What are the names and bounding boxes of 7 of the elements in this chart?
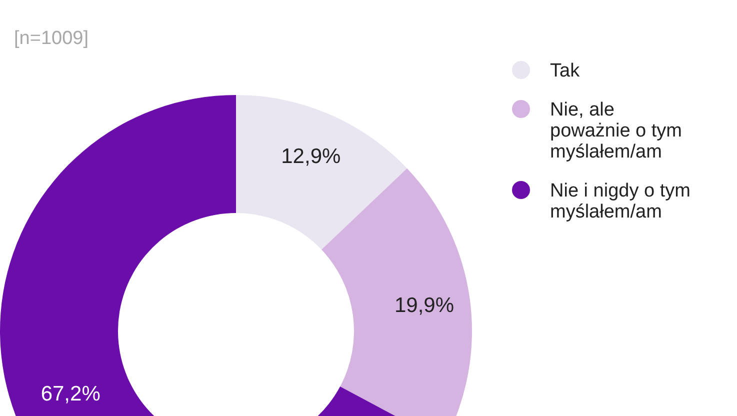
chart-subtitle: [n=1009]: [14, 28, 88, 49]
data-label: 12,9%: [281, 144, 341, 168]
data-label: 19,9%: [394, 294, 454, 317]
legend-label: Nie i nigdy o tym myślałem/am: [550, 180, 690, 223]
data-label: 67,2%: [40, 382, 100, 406]
legend-label: Tak: [550, 60, 580, 82]
legend-label: Nie, ale poważnie o tym myślałem/am: [550, 100, 682, 163]
